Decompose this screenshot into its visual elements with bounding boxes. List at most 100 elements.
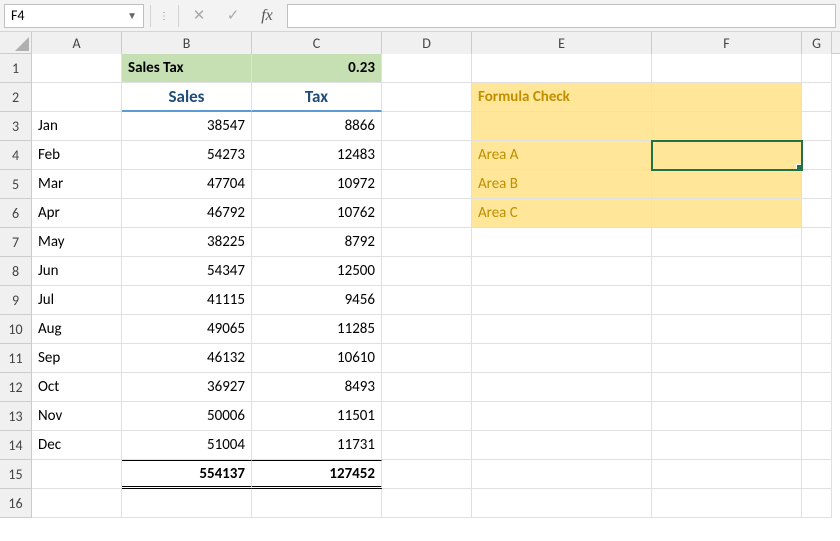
cell-D8[interactable] [382, 257, 472, 286]
month-Feb[interactable]: Feb [32, 141, 122, 170]
tax-Oct[interactable]: 8493 [252, 373, 382, 402]
area-c-value[interactable] [652, 199, 802, 228]
sales-Aug[interactable]: 49065 [122, 315, 252, 344]
row-header-1[interactable]: 1 [0, 54, 32, 83]
row-header-15[interactable]: 15 [0, 460, 32, 489]
month-Nov[interactable]: Nov [32, 402, 122, 431]
row-header-14[interactable]: 14 [0, 431, 32, 460]
sales-Feb[interactable]: 54273 [122, 141, 252, 170]
tax-Jan[interactable]: 8866 [252, 112, 382, 141]
cell-G2[interactable] [802, 83, 832, 112]
cell-D6[interactable] [382, 199, 472, 228]
area-a-value[interactable] [652, 141, 802, 170]
sales-Dec[interactable]: 51004 [122, 431, 252, 460]
formula-check-title[interactable]: Formula Check [472, 83, 652, 112]
row-header-9[interactable]: 9 [0, 286, 32, 315]
cell-E10[interactable] [472, 315, 652, 344]
cell-E13[interactable] [472, 402, 652, 431]
sales-Jan[interactable]: 38547 [122, 112, 252, 141]
cell-C16[interactable] [252, 489, 382, 518]
column-header-B[interactable]: B [122, 32, 252, 54]
row-header-6[interactable]: 6 [0, 199, 32, 228]
cancel-button[interactable]: ✕ [185, 4, 213, 28]
total-sales[interactable]: 554137 [122, 460, 252, 489]
name-box[interactable]: F4 ▼ [4, 4, 144, 28]
cell-D15[interactable] [382, 460, 472, 489]
cell-D5[interactable] [382, 170, 472, 199]
month-Dec[interactable]: Dec [32, 431, 122, 460]
tax-Dec[interactable]: 11731 [252, 431, 382, 460]
area-b-value[interactable] [652, 170, 802, 199]
cell-G5[interactable] [802, 170, 832, 199]
cell-F11[interactable] [652, 344, 802, 373]
row-header-5[interactable]: 5 [0, 170, 32, 199]
sales-Nov[interactable]: 50006 [122, 402, 252, 431]
cell-A1[interactable] [32, 54, 122, 83]
sales-May[interactable]: 38225 [122, 228, 252, 257]
sidebox-blank-E3[interactable] [472, 112, 652, 141]
total-tax[interactable]: 127452 [252, 460, 382, 489]
tax-Sep[interactable]: 10610 [252, 344, 382, 373]
formula-check-blank-F2[interactable] [652, 83, 802, 112]
formula-input[interactable] [287, 4, 836, 28]
sales-Mar[interactable]: 47704 [122, 170, 252, 199]
tax-Mar[interactable]: 10972 [252, 170, 382, 199]
sales-Jul[interactable]: 41115 [122, 286, 252, 315]
tax-Nov[interactable]: 11501 [252, 402, 382, 431]
month-Oct[interactable]: Oct [32, 373, 122, 402]
area-b-label[interactable]: Area B [472, 170, 652, 199]
cell-D4[interactable] [382, 141, 472, 170]
month-Jun[interactable]: Jun [32, 257, 122, 286]
row-header-10[interactable]: 10 [0, 315, 32, 344]
cell-E9[interactable] [472, 286, 652, 315]
month-Mar[interactable]: Mar [32, 170, 122, 199]
tax-Feb[interactable]: 12483 [252, 141, 382, 170]
cell-D11[interactable] [382, 344, 472, 373]
cell-E1[interactable] [472, 54, 652, 83]
row-header-7[interactable]: 7 [0, 228, 32, 257]
cell-G15[interactable] [802, 460, 832, 489]
cell-G7[interactable] [802, 228, 832, 257]
tax-Jun[interactable]: 12500 [252, 257, 382, 286]
month-Apr[interactable]: Apr [32, 199, 122, 228]
cell-E11[interactable] [472, 344, 652, 373]
select-all-corner[interactable] [0, 32, 32, 54]
month-Jan[interactable]: Jan [32, 112, 122, 141]
cell-D14[interactable] [382, 431, 472, 460]
cell-D7[interactable] [382, 228, 472, 257]
cell-D16[interactable] [382, 489, 472, 518]
cell-G12[interactable] [802, 373, 832, 402]
row-header-11[interactable]: 11 [0, 344, 32, 373]
cell-G13[interactable] [802, 402, 832, 431]
cell-F1[interactable] [652, 54, 802, 83]
cell-F13[interactable] [652, 402, 802, 431]
month-May[interactable]: May [32, 228, 122, 257]
area-c-label[interactable]: Area C [472, 199, 652, 228]
insert-function-button[interactable]: fx [253, 4, 281, 28]
cell-E14[interactable] [472, 431, 652, 460]
row-header-12[interactable]: 12 [0, 373, 32, 402]
cell-G8[interactable] [802, 257, 832, 286]
cell-D9[interactable] [382, 286, 472, 315]
cell-D12[interactable] [382, 373, 472, 402]
column-header-D[interactable]: D [382, 32, 472, 54]
cell-D3[interactable] [382, 112, 472, 141]
cell-A15[interactable] [32, 460, 122, 489]
row-header-8[interactable]: 8 [0, 257, 32, 286]
cell-D13[interactable] [382, 402, 472, 431]
cell-G6[interactable] [802, 199, 832, 228]
cell-E7[interactable] [472, 228, 652, 257]
sales-Apr[interactable]: 46792 [122, 199, 252, 228]
month-Aug[interactable]: Aug [32, 315, 122, 344]
month-Jul[interactable]: Jul [32, 286, 122, 315]
tax-Jul[interactable]: 9456 [252, 286, 382, 315]
cell-F10[interactable] [652, 315, 802, 344]
cell-F15[interactable] [652, 460, 802, 489]
cell-B16[interactable] [122, 489, 252, 518]
cell-D10[interactable] [382, 315, 472, 344]
header-sales[interactable]: Sales [122, 83, 252, 112]
row-header-4[interactable]: 4 [0, 141, 32, 170]
tax-Aug[interactable]: 11285 [252, 315, 382, 344]
row-header-3[interactable]: 3 [0, 112, 32, 141]
cell-F14[interactable] [652, 431, 802, 460]
